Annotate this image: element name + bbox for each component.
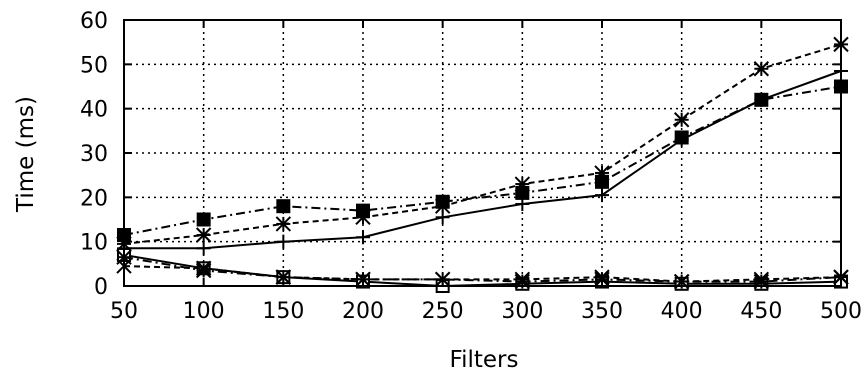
x-tick-label: 250 (422, 299, 464, 324)
marker-stroke (673, 112, 690, 128)
data-point-s1 (753, 61, 770, 77)
series-line-1 (123, 43, 842, 245)
series-2 (117, 79, 848, 243)
y-tick-label: 60 (80, 9, 108, 34)
data-point-s2 (595, 174, 609, 189)
data-point-s2 (515, 185, 530, 200)
data-point-s0 (276, 234, 291, 249)
data-point-s0 (356, 230, 370, 245)
data-point-s2 (435, 194, 450, 209)
x-tick-label: 400 (661, 299, 703, 324)
data-point-s1 (195, 227, 212, 243)
data-point-s2 (196, 212, 211, 227)
y-tick-label: 10 (80, 231, 108, 256)
x-tick-label: 200 (342, 299, 384, 324)
data-point-s2 (356, 203, 370, 218)
x-axis-label: Filters (450, 347, 519, 373)
data-point-s0 (595, 188, 609, 203)
series-0 (117, 63, 848, 256)
x-tick-label: 50 (110, 299, 138, 324)
axis-ticks: 50 100 150 200 250 300 350 400 450 500 0 10 20 30 40 50… (80, 9, 862, 324)
data-point-s0 (196, 241, 211, 256)
series-line-5 (123, 256, 842, 283)
data-point-s5 (195, 262, 212, 279)
x-tick-label: 500 (820, 299, 862, 324)
marker-stroke (195, 262, 212, 279)
y-tick-label: 20 (80, 186, 108, 211)
y-tick-label: 40 (80, 98, 108, 123)
grid-lines (124, 20, 841, 286)
data-point-s2 (276, 199, 291, 214)
y-tick-label: 30 (80, 142, 108, 167)
series-line-2 (123, 85, 842, 236)
data-point-s2 (674, 130, 689, 145)
y-tick-label: 0 (94, 275, 108, 300)
series-1 (116, 36, 849, 252)
series-group (116, 36, 849, 293)
x-tick-label: 300 (501, 299, 543, 324)
x-tick-label: 150 (262, 299, 304, 324)
data-point-s1 (673, 112, 690, 128)
data-point-s5 (275, 269, 292, 285)
y-tick-label: 50 (80, 53, 108, 78)
series-line-0 (124, 70, 842, 250)
data-point-s2 (754, 92, 769, 107)
marker-stroke (275, 216, 292, 232)
x-tick-label: 350 (581, 299, 623, 324)
x-tick-label: 100 (183, 299, 225, 324)
series-line-4 (123, 265, 842, 283)
y-axis-label: Time (ms) (13, 96, 39, 213)
marker-stroke (275, 269, 292, 285)
marker-stroke (195, 227, 212, 243)
series-line-3 (123, 254, 842, 288)
x-tick-label: 450 (740, 299, 782, 324)
marker-stroke (753, 61, 770, 77)
data-point-s1 (275, 216, 292, 232)
